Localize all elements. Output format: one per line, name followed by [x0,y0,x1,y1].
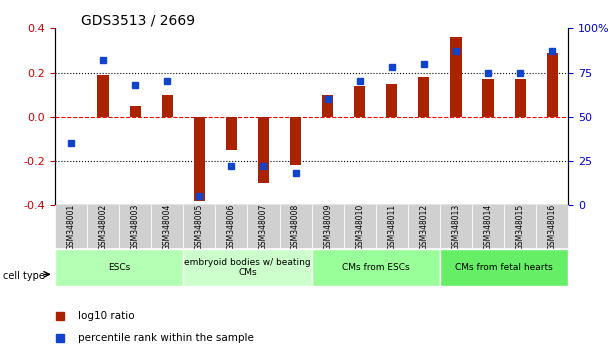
Text: GSM348011: GSM348011 [387,204,397,250]
Bar [130,106,141,117]
Bar [483,79,494,117]
FancyBboxPatch shape [440,205,472,248]
FancyBboxPatch shape [55,205,87,248]
Bar [450,37,461,117]
FancyBboxPatch shape [216,205,247,248]
Bar [194,117,205,201]
Bar [386,84,397,117]
FancyBboxPatch shape [440,249,568,286]
FancyBboxPatch shape [247,205,280,248]
FancyBboxPatch shape [55,249,183,286]
Text: GSM348013: GSM348013 [452,204,461,250]
Text: CMs from fetal hearts: CMs from fetal hearts [455,263,553,272]
Text: log10 ratio: log10 ratio [78,311,134,321]
Text: GSM348014: GSM348014 [483,204,492,250]
Bar [290,117,301,166]
Text: GSM348005: GSM348005 [195,203,204,250]
FancyBboxPatch shape [376,205,408,248]
Text: GSM348004: GSM348004 [163,203,172,250]
Text: ESCs: ESCs [108,263,130,272]
Text: GSM348003: GSM348003 [131,203,140,250]
Text: GSM348007: GSM348007 [259,203,268,250]
Bar [354,86,365,117]
Text: CMs from ESCs: CMs from ESCs [342,263,409,272]
FancyBboxPatch shape [408,205,440,248]
FancyBboxPatch shape [504,205,536,248]
Text: GSM348010: GSM348010 [355,204,364,250]
Text: GSM348016: GSM348016 [547,204,557,250]
Bar [98,75,109,117]
FancyBboxPatch shape [312,205,343,248]
Text: GSM348015: GSM348015 [516,204,525,250]
Text: GSM348012: GSM348012 [419,204,428,250]
Text: percentile rank within the sample: percentile rank within the sample [78,332,254,343]
Text: GSM348002: GSM348002 [98,204,108,250]
FancyBboxPatch shape [343,205,376,248]
Text: GSM348008: GSM348008 [291,204,300,250]
FancyBboxPatch shape [536,205,568,248]
FancyBboxPatch shape [183,249,312,286]
Bar [258,117,269,183]
Text: embryoid bodies w/ beating
CMs: embryoid bodies w/ beating CMs [184,258,311,277]
Bar [514,79,525,117]
Text: GSM348009: GSM348009 [323,203,332,250]
Bar [547,53,558,117]
Bar [322,95,333,117]
FancyBboxPatch shape [472,205,504,248]
Text: cell type: cell type [3,271,45,281]
FancyBboxPatch shape [119,205,152,248]
Bar [162,95,173,117]
FancyBboxPatch shape [280,205,312,248]
Bar [226,117,237,150]
Text: GSM348001: GSM348001 [67,204,76,250]
FancyBboxPatch shape [312,249,440,286]
FancyBboxPatch shape [183,205,216,248]
Bar [419,77,430,117]
FancyBboxPatch shape [87,205,119,248]
Text: GSM348006: GSM348006 [227,203,236,250]
FancyBboxPatch shape [152,205,183,248]
Text: GDS3513 / 2669: GDS3513 / 2669 [81,13,195,27]
